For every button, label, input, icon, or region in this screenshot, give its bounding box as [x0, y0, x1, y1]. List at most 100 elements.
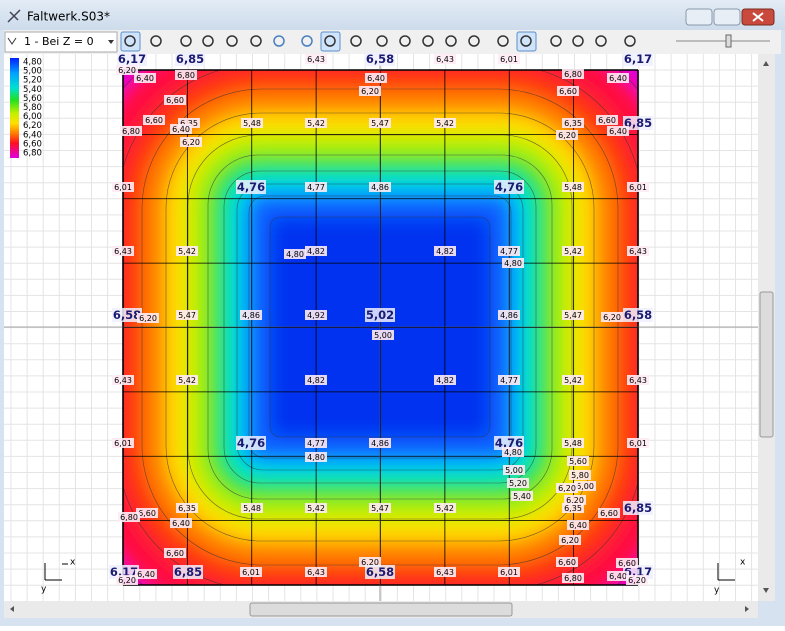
node-value: 5,20	[509, 479, 527, 488]
view-dropdown-text: 1 - Bei Z = 0	[24, 35, 94, 48]
label-background	[511, 491, 533, 501]
label-background	[305, 452, 327, 462]
label-background	[176, 503, 198, 513]
minimize-button[interactable]	[685, 8, 713, 26]
label-background	[305, 438, 327, 448]
label-background	[365, 565, 395, 579]
node-value: 4,80	[307, 453, 325, 462]
zoom-slider-thumb[interactable]	[725, 34, 732, 48]
tool-button[interactable]	[592, 32, 611, 51]
tool-button[interactable]	[320, 31, 341, 52]
node-value: 4,80	[286, 250, 304, 259]
node-value: 6,43	[114, 247, 132, 256]
label-background	[175, 52, 205, 66]
label-background	[120, 126, 142, 136]
label-background	[627, 438, 649, 448]
node-value: 6,01	[114, 183, 132, 192]
tool-button[interactable]	[373, 32, 392, 51]
tool-button[interactable]	[621, 32, 640, 51]
node-value: 6,80	[120, 513, 138, 522]
label-background	[627, 182, 649, 192]
label-background	[562, 310, 584, 320]
tool-button[interactable]	[569, 32, 588, 51]
axis-label: x	[70, 558, 76, 568]
node-value: 6,60	[166, 96, 184, 105]
close-icon	[752, 12, 764, 22]
horizontal-scroll-thumb[interactable]	[249, 602, 513, 617]
label-background	[112, 182, 134, 192]
label-background	[562, 503, 584, 513]
label-background	[116, 65, 138, 75]
node-value: 6,40	[137, 570, 155, 579]
tool-button[interactable]	[120, 31, 141, 52]
tool-button[interactable]	[547, 32, 566, 51]
view-dropdown[interactable]	[4, 31, 118, 53]
tool-button[interactable]	[494, 32, 513, 51]
tool-button[interactable]	[347, 32, 366, 51]
extreme-value: 6,85	[624, 501, 652, 515]
label-background	[559, 535, 581, 545]
node-value: 6,60	[598, 116, 616, 125]
label-background	[623, 501, 653, 515]
tool-button[interactable]	[270, 32, 289, 51]
label-background	[365, 52, 395, 66]
node-value: 6,20	[628, 576, 646, 585]
tool-button[interactable]	[199, 32, 218, 51]
label-background	[284, 249, 306, 259]
tool-icon	[520, 35, 532, 47]
vertical-scroll-thumb[interactable]	[759, 291, 774, 438]
label-background	[116, 575, 138, 585]
label-background	[359, 557, 381, 567]
tool-button[interactable]	[419, 32, 438, 51]
tool-icon	[226, 35, 238, 47]
label-background	[574, 481, 596, 491]
tool-button[interactable]	[442, 32, 461, 51]
tool-icon	[550, 35, 562, 47]
label-background	[434, 375, 456, 385]
node-value: 4,86	[242, 311, 260, 320]
label-background	[369, 118, 391, 128]
label-background	[607, 571, 629, 581]
label-background	[626, 575, 648, 585]
node-value: 4,86	[371, 439, 389, 448]
node-value: 6,43	[307, 55, 325, 64]
extreme-value: 6,58	[366, 565, 394, 579]
label-background	[498, 246, 520, 256]
tool-button[interactable]	[298, 32, 317, 51]
label-background	[562, 573, 584, 583]
node-value: 6,00	[576, 482, 594, 491]
maximize-button[interactable]	[713, 8, 741, 26]
label-background	[359, 86, 381, 96]
legend-value: 6,60	[23, 139, 42, 149]
node-value: 5,80	[571, 471, 589, 480]
label-background	[164, 548, 186, 558]
node-value: 6,60	[558, 558, 576, 567]
node-value: 6,35	[564, 504, 582, 513]
tool-button[interactable]	[147, 32, 166, 51]
node-value: 5,47	[371, 504, 389, 513]
tool-button[interactable]	[516, 31, 537, 52]
node-value: 6,43	[114, 376, 132, 385]
label-background	[562, 118, 584, 128]
tool-button[interactable]	[223, 32, 242, 51]
node-value: 6,01	[500, 55, 518, 64]
tool-button[interactable]	[396, 32, 415, 51]
node-value: 4,80	[504, 259, 522, 268]
node-value: 6,80	[564, 574, 582, 583]
axis-symbol-right	[717, 563, 735, 581]
node-value: 6,35	[564, 119, 582, 128]
node-value: 6,40	[136, 74, 154, 83]
label-background	[503, 465, 525, 475]
tool-button[interactable]	[465, 32, 484, 51]
node-value: 5,40	[513, 492, 531, 501]
node-value: 4,77	[500, 376, 518, 385]
label-background	[567, 520, 589, 530]
label-background	[627, 246, 649, 256]
node-value: 6,60	[145, 116, 163, 125]
tool-button[interactable]	[177, 32, 196, 51]
legend-value: 5,80	[23, 103, 42, 113]
tool-button[interactable]	[247, 32, 266, 51]
node-value: 6,80	[122, 127, 140, 136]
label-background	[498, 54, 520, 64]
